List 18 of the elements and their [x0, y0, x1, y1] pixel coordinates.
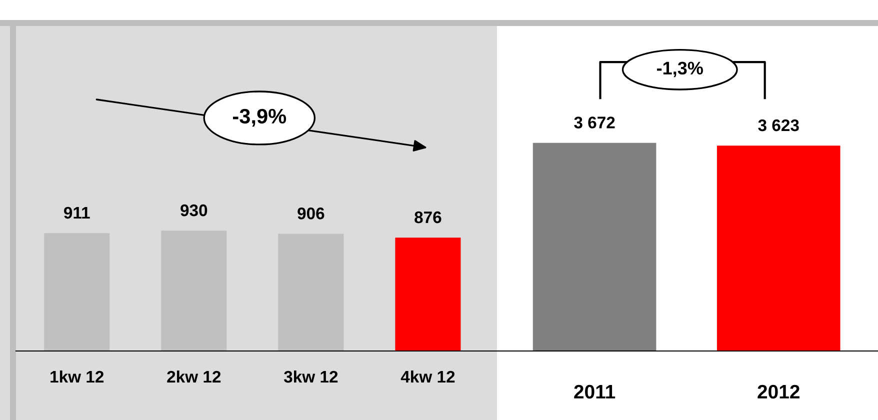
data-label: 930: [180, 204, 208, 216]
x-tick-label: 4kw 12: [400, 370, 455, 383]
data-label: 876: [414, 211, 442, 224]
x-tick-label: 2011: [574, 384, 616, 399]
data-label: 911: [64, 206, 90, 219]
bar: [395, 238, 461, 351]
x-tick-label: 1kw 12: [50, 370, 104, 383]
text: -3,9%: [232, 108, 286, 127]
bar: [161, 230, 227, 351]
x-tick-label: 2kw 12: [167, 370, 221, 383]
bar: [278, 234, 344, 351]
data-label: 3 672: [574, 116, 615, 128]
bar: [44, 233, 110, 351]
text: -1,3%: [657, 62, 703, 78]
data-label: 3 623: [758, 119, 799, 132]
x-tick-label: 3kw 12: [284, 370, 338, 383]
data-label: 906: [298, 208, 324, 220]
x-tick-label: 2012: [758, 384, 800, 399]
